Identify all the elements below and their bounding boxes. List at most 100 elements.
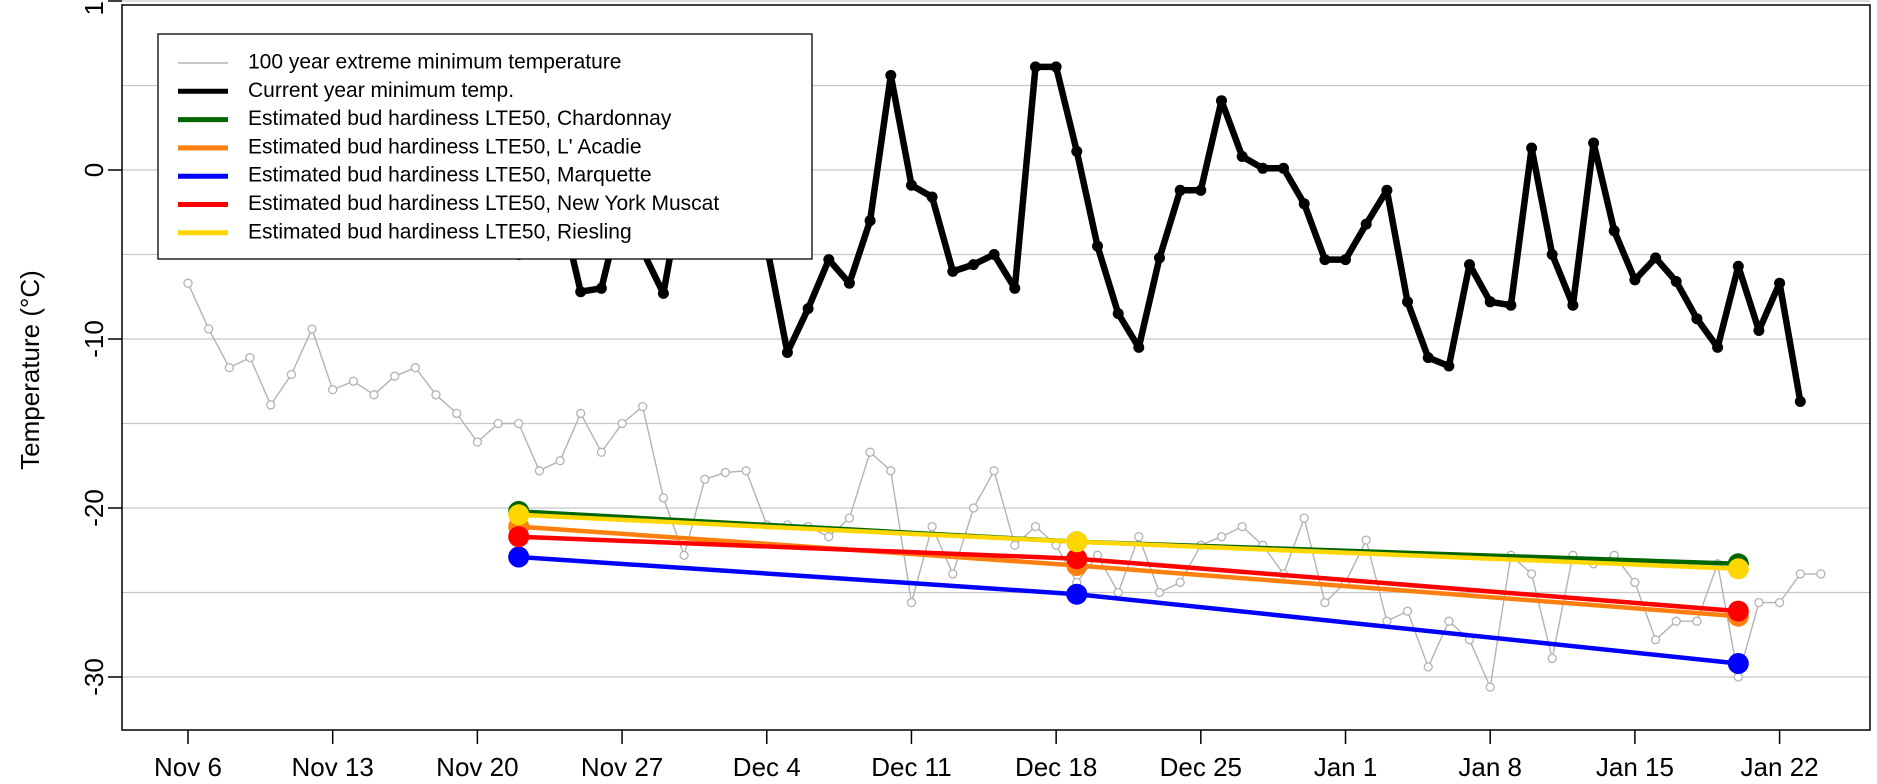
legend-entry: Estimated bud hardiness LTE50, L' Acadie [248,135,642,158]
legend-entry: Estimated bud hardiness LTE50, New York … [248,192,719,215]
data-point [1050,61,1062,73]
data-point [1526,569,1537,579]
series-5 [508,526,1749,622]
series-line [187,282,1821,688]
data-point [307,324,317,334]
data-point [700,474,710,484]
data-point [865,447,875,457]
x-tick-label: Nov 6 [154,752,222,782]
data-point [802,303,814,315]
data-point [1567,299,1579,311]
data-point [781,347,793,358]
data-point [906,179,917,191]
data-point [1505,299,1517,311]
series-0 [183,278,1826,692]
data-point [1009,282,1021,294]
data-point [596,447,607,457]
data-point [1691,313,1703,325]
legend-entry: Estimated bud hardiness LTE50, Chardonna… [248,107,672,130]
data-point [968,259,979,271]
data-point [1588,137,1600,149]
data-point [1113,587,1123,598]
data-point [1066,548,1088,570]
data-point [508,504,530,526]
data-point [1030,521,1041,532]
data-point [1444,616,1454,626]
data-point [1133,341,1145,353]
data-point [1319,254,1331,266]
series-line [518,554,1739,666]
data-point [1629,274,1641,286]
data-point [1650,252,1662,264]
x-tick-label: Dec 11 [871,752,951,782]
y-axis: 10 0 -10 -20 -30 [79,0,122,696]
data-point [1134,532,1144,542]
data-point [948,569,958,579]
data-point [1320,597,1330,608]
data-point [844,513,855,523]
x-tick-label: Jan 8 [1458,752,1522,782]
data-point [493,418,503,429]
data-point [1732,260,1744,272]
data-point [1361,535,1371,545]
x-tick-label: Dec 18 [1015,752,1097,782]
data-point [1671,616,1681,626]
data-point [1216,95,1227,107]
legend-entry: Estimated bud hardiness LTE50, Riesling [248,220,632,243]
data-point [1257,162,1269,174]
y-tick-label: -10 [79,320,109,358]
data-point [1816,569,1826,579]
data-point [1794,396,1806,407]
data-point [1216,532,1227,542]
data-point [245,352,255,363]
data-point [1402,296,1413,308]
data-point [1795,569,1805,579]
data-point [1774,597,1785,608]
data-point [555,456,565,466]
data-point [1754,597,1764,608]
x-tick-label: Nov 27 [581,752,663,782]
data-point [1727,653,1749,674]
data-point [1443,360,1455,372]
data-point [638,401,648,412]
data-point [1753,325,1765,336]
data-point [369,390,379,400]
x-tick-label: Jan 1 [1314,752,1378,782]
data-point [1195,184,1207,196]
data-point [1066,531,1088,553]
y-tick-label: 0 [79,163,109,177]
data-point [1066,583,1088,605]
data-point [508,526,530,548]
y-tick-label: -20 [79,489,109,527]
data-point [1484,296,1496,308]
data-point [1299,513,1309,523]
x-axis: Nov 6 Nov 13 Nov 20 Nov 27 Dec 4 Dec 11 Dec 18… [154,730,1819,782]
data-point [843,277,855,289]
data-point [328,385,338,395]
legend-box [157,33,813,260]
legend-entry: 100 year extreme minimum temperature [248,51,621,74]
series-4 [508,546,1749,674]
data-point [658,493,669,503]
data-point [968,503,979,513]
data-point [1670,276,1682,287]
legend-entry: Current year minimum temp. [248,79,514,102]
data-point [1485,682,1495,692]
data-point [286,369,297,380]
data-point [1381,184,1393,196]
data-point [1175,577,1185,588]
data-point [266,400,276,410]
x-tick-label: Nov 20 [436,752,518,782]
plot-frame [121,4,1871,731]
data-point [1727,558,1749,580]
data-point [1154,252,1165,264]
data-point [1464,259,1475,271]
series-6 [508,504,1749,580]
data-point [1030,61,1041,73]
data-point [1092,240,1103,252]
x-tick-label: Jan 15 [1596,752,1674,782]
data-point [1298,198,1310,210]
data-point [1526,142,1538,154]
data-point [741,466,751,476]
